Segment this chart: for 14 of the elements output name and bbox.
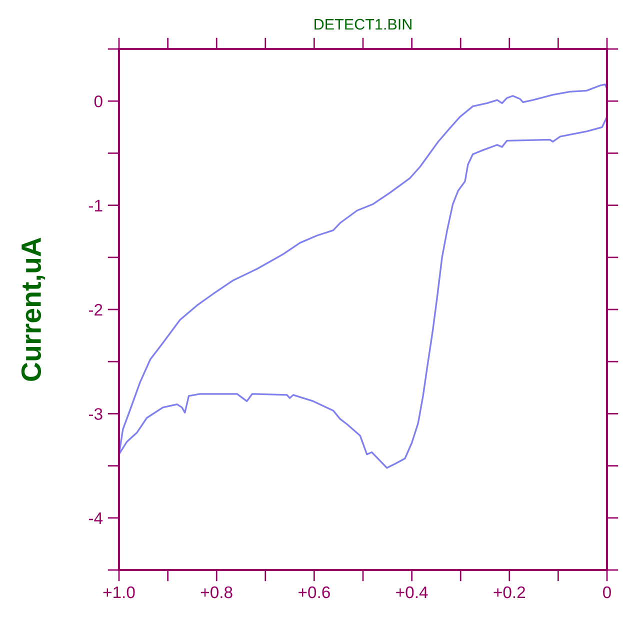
x-tick-label: +0.6 — [298, 586, 330, 598]
x-tick-label: +0.8 — [200, 586, 232, 598]
y-tick-label: -3 — [88, 408, 102, 420]
x-tick-label: 0 — [603, 586, 611, 598]
y-tick-label: -1 — [88, 200, 102, 212]
line-series — [119, 84, 607, 469]
x-tick-label: +1.0 — [103, 586, 135, 598]
chart-title: DETECT1.BIN — [314, 18, 412, 30]
y-axis-title: Current,uA — [21, 238, 46, 381]
y-tick-label: -2 — [88, 304, 102, 316]
y-tick-label: 0 — [94, 96, 102, 108]
y-tick-label: -4 — [88, 512, 103, 524]
x-tick-label: +0.4 — [396, 586, 428, 598]
x-tick-label: +0.2 — [494, 586, 526, 598]
